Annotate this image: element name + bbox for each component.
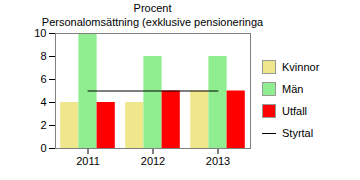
svg-text:2: 2 [40, 119, 46, 131]
html-text:Män: Män [282, 83, 304, 95]
html-text:Kvinnor: Kvinnor [282, 61, 320, 73]
svg-text:4: 4 [40, 96, 46, 108]
svg-text:2012: 2012 [141, 155, 165, 167]
svg-text:6: 6 [40, 73, 46, 85]
svg-text:2011: 2011 [76, 155, 100, 167]
svg-text:10: 10 [34, 27, 46, 39]
html-text:Procent: Procent [133, 2, 172, 14]
html-text:Personalomsättning (exklusive: Personalomsättning (exklusive pensioneri… [41, 16, 264, 28]
svg-text:8: 8 [40, 50, 46, 62]
svg-text:0: 0 [40, 142, 46, 154]
html-text:Utfall: Utfall [282, 105, 308, 117]
html-text:Styrtal: Styrtal [282, 127, 314, 139]
svg-text:2013: 2013 [206, 155, 230, 167]
